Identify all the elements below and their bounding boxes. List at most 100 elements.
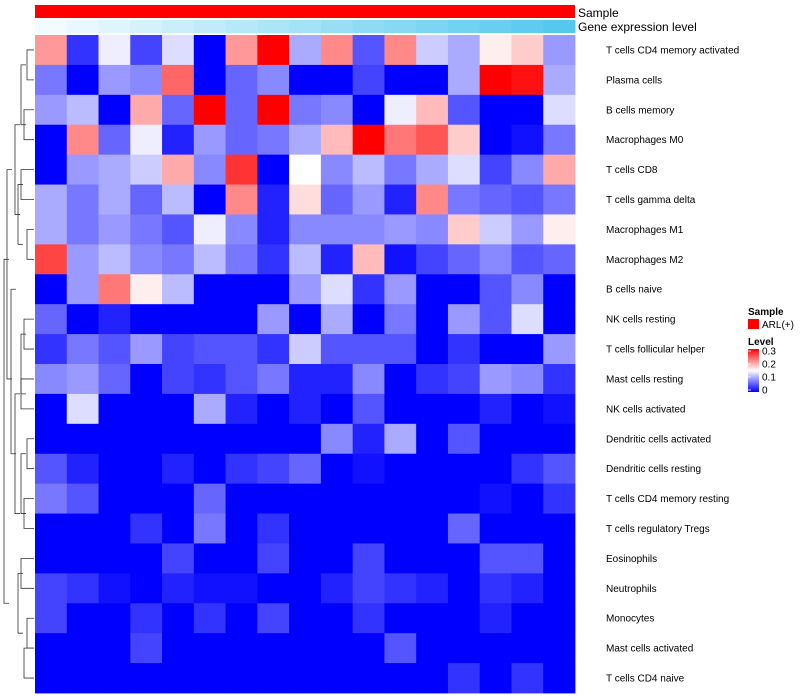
heatmap-cell xyxy=(289,364,322,395)
heatmap-cell xyxy=(66,35,99,66)
heatmap-cell xyxy=(479,334,512,365)
heatmap-cell xyxy=(384,453,417,485)
heatmap-cell xyxy=(320,154,354,185)
row-label: T cells regulatory Tregs xyxy=(606,524,710,535)
row-label: Macrophages M2 xyxy=(606,255,684,266)
heatmap-cell xyxy=(162,364,195,395)
heatmap-cell xyxy=(289,214,322,245)
heatmap-cell xyxy=(66,364,99,395)
heatmap-cell xyxy=(320,274,354,305)
heatmap-cell xyxy=(289,64,322,96)
heatmap-cell xyxy=(66,244,99,275)
heatmap-cell xyxy=(479,184,512,215)
heatmap-cell xyxy=(257,573,290,604)
dendrogram-branch xyxy=(6,169,12,380)
heatmap-cell xyxy=(352,453,385,485)
heatmap-cell xyxy=(130,633,163,664)
heatmap-cell xyxy=(193,633,226,664)
heatmap-cells xyxy=(35,35,576,694)
heatmap-cell xyxy=(162,603,195,634)
heatmap-cell xyxy=(320,244,354,275)
gene-expression-annotation-cell xyxy=(320,20,354,33)
heatmap-cell xyxy=(289,633,322,664)
heatmap-cell xyxy=(511,513,544,544)
heatmap-cell xyxy=(479,364,512,395)
heatmap-cell xyxy=(352,94,385,126)
row-dendrogram xyxy=(3,49,34,679)
heatmap-cell xyxy=(162,35,195,66)
heatmap-cell xyxy=(447,35,481,66)
heatmap-cell xyxy=(416,453,449,485)
heatmap-cell xyxy=(225,244,258,275)
heatmap-cell xyxy=(479,513,512,544)
heatmap-cell xyxy=(447,304,481,335)
heatmap-cell xyxy=(35,423,68,455)
heatmap-cell xyxy=(289,543,322,574)
heatmap-cell xyxy=(416,423,449,455)
heatmap-cell xyxy=(98,214,131,245)
heatmap-cell xyxy=(447,393,481,425)
heatmap-cell xyxy=(352,633,385,664)
heatmap-cell xyxy=(257,214,290,245)
heatmap-cell xyxy=(162,334,195,365)
row-label: T cells follicular helper xyxy=(606,345,705,356)
heatmap-cell xyxy=(416,244,449,275)
heatmap-cell xyxy=(257,94,290,126)
heatmap-cell xyxy=(98,423,131,455)
heatmap-cell xyxy=(320,64,354,96)
heatmap-cell xyxy=(416,483,449,514)
heatmap-cell xyxy=(447,184,481,215)
heatmap-cell xyxy=(162,633,195,664)
heatmap-cell xyxy=(511,274,544,305)
heatmap-cell xyxy=(384,513,417,544)
dendrogram-branch xyxy=(20,333,26,395)
heatmap-cell xyxy=(289,483,322,514)
heatmap-cell xyxy=(35,244,68,275)
heatmap-cell xyxy=(162,214,195,245)
row-label: T cells CD4 memory activated xyxy=(606,46,739,57)
heatmap-cell xyxy=(66,184,99,215)
heatmap-cell xyxy=(257,35,290,66)
heatmap-cell xyxy=(479,214,512,245)
heatmap-cell xyxy=(511,334,544,365)
heatmap-cell xyxy=(352,244,385,275)
heatmap-cell xyxy=(66,603,99,634)
heatmap-cell xyxy=(98,124,131,156)
heatmap-cell xyxy=(352,274,385,305)
heatmap-cell xyxy=(66,423,99,455)
row-label: B cells naive xyxy=(606,285,663,296)
sample-annotation-label: Sample xyxy=(578,6,619,20)
heatmap-cell xyxy=(479,35,512,66)
heatmap-cell xyxy=(66,663,99,694)
heatmap-cell xyxy=(162,453,195,485)
heatmap-cell xyxy=(66,334,99,365)
heatmap-cell xyxy=(98,513,131,544)
heatmap-cell xyxy=(384,64,417,96)
heatmap-cell xyxy=(479,64,512,96)
heatmap-cell xyxy=(257,244,290,275)
heatmap-cell xyxy=(257,633,290,664)
heatmap-cell xyxy=(289,304,322,335)
heatmap-cell xyxy=(543,274,576,305)
gene-expression-annotation-cell xyxy=(447,20,481,33)
legend-color-bar xyxy=(748,349,759,392)
row-label: Mast cells resting xyxy=(606,375,683,386)
heatmap-cell xyxy=(225,184,258,215)
heatmap-cell xyxy=(447,573,481,604)
heatmap-cell xyxy=(479,483,512,514)
heatmap-cell xyxy=(66,124,99,156)
heatmap-cell xyxy=(35,364,68,395)
heatmap-cell xyxy=(257,663,290,694)
heatmap-cell xyxy=(384,334,417,365)
heatmap-cell xyxy=(416,573,449,604)
heatmap-cell xyxy=(35,154,68,185)
heatmap-cell xyxy=(225,304,258,335)
heatmap-cell xyxy=(66,543,99,574)
heatmap-cell xyxy=(98,35,131,66)
heatmap-cell xyxy=(447,663,481,694)
heatmap-cell xyxy=(162,124,195,156)
heatmap-cell xyxy=(511,603,544,634)
heatmap-cell xyxy=(447,154,481,185)
heatmap-cell xyxy=(289,154,322,185)
heatmap-cell xyxy=(543,453,576,485)
